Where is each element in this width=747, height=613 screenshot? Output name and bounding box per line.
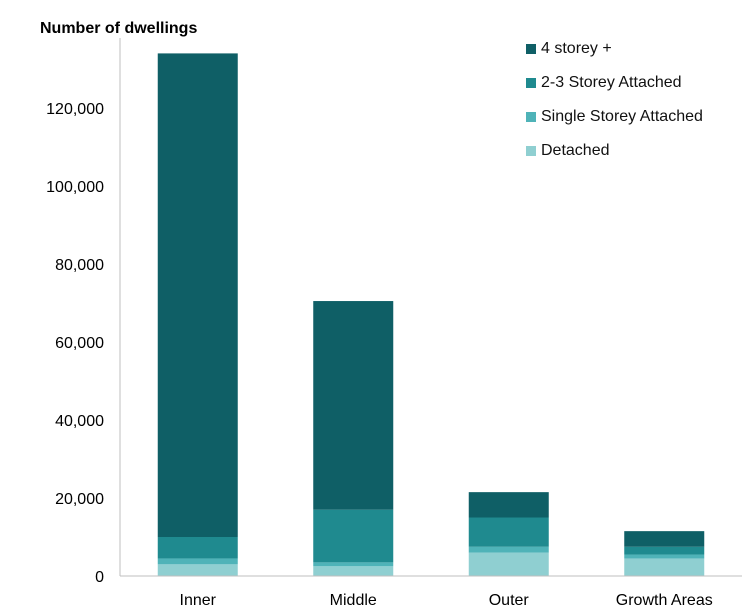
legend-swatch-4-storey bbox=[526, 44, 536, 54]
x-tick-label: Growth Areas bbox=[616, 592, 713, 609]
x-tick-label: Middle bbox=[330, 592, 377, 609]
y-tick-label: 40,000 bbox=[55, 413, 104, 430]
y-tick-label: 80,000 bbox=[55, 257, 104, 274]
y-axis-title: Number of dwellings bbox=[40, 20, 198, 37]
y-tick-label: 120,000 bbox=[46, 101, 104, 118]
bar-segment-middle-2-3-storey-attached bbox=[313, 509, 394, 563]
bars bbox=[157, 53, 705, 576]
bar-segment-outer-4-storey- bbox=[468, 492, 549, 518]
y-tick-label: 100,000 bbox=[46, 179, 104, 196]
legend-label: Detached bbox=[541, 142, 610, 159]
y-tick-label: 0 bbox=[95, 569, 104, 586]
bar-segment-growth-areas-single-storey-attached bbox=[624, 554, 705, 559]
legend-label: 4 storey + bbox=[541, 40, 612, 57]
legend-item-4-storey: 4 storey + bbox=[526, 38, 703, 60]
bar-segment-middle-4-storey- bbox=[313, 301, 394, 510]
bar-segment-outer-detached bbox=[468, 552, 549, 576]
x-axis: Inner Middle Outer Growth Areas bbox=[120, 575, 742, 609]
bar-segment-middle-single-storey-attached bbox=[313, 562, 394, 567]
bar-segment-inner-detached bbox=[157, 564, 238, 576]
x-tick-label: Outer bbox=[489, 592, 530, 609]
bar-segment-middle-detached bbox=[313, 566, 394, 576]
legend: 4 storey + 2-3 Storey Attached Single St… bbox=[526, 38, 703, 174]
legend-item-2-3-storey: 2-3 Storey Attached bbox=[526, 72, 703, 94]
legend-swatch-2-3-storey bbox=[526, 78, 536, 88]
bar-segment-growth-areas-4-storey- bbox=[624, 531, 705, 547]
bar-segment-growth-areas-detached bbox=[624, 558, 705, 576]
bar-segment-growth-areas-2-3-storey-attached bbox=[624, 546, 705, 555]
y-tick-label: 20,000 bbox=[55, 491, 104, 508]
legend-item-detached: Detached bbox=[526, 140, 703, 162]
legend-swatch-detached bbox=[526, 146, 536, 156]
bar-segment-inner-4-storey- bbox=[157, 53, 238, 538]
legend-item-single-storey: Single Storey Attached bbox=[526, 106, 703, 128]
x-tick-label: Inner bbox=[180, 592, 217, 609]
legend-swatch-single-storey bbox=[526, 112, 536, 122]
y-axis: 0 20,000 40,000 60,000 80,000 100,000 120,000 bbox=[46, 38, 121, 586]
bar-segment-outer-single-storey-attached bbox=[468, 546, 549, 553]
bar-segment-inner-single-storey-attached bbox=[157, 558, 238, 565]
bar-segment-outer-2-3-storey-attached bbox=[468, 517, 549, 547]
legend-label: Single Storey Attached bbox=[541, 108, 703, 125]
bar-segment-inner-2-3-storey-attached bbox=[157, 537, 238, 559]
y-tick-label: 60,000 bbox=[55, 335, 104, 352]
legend-label: 2-3 Storey Attached bbox=[541, 74, 682, 91]
